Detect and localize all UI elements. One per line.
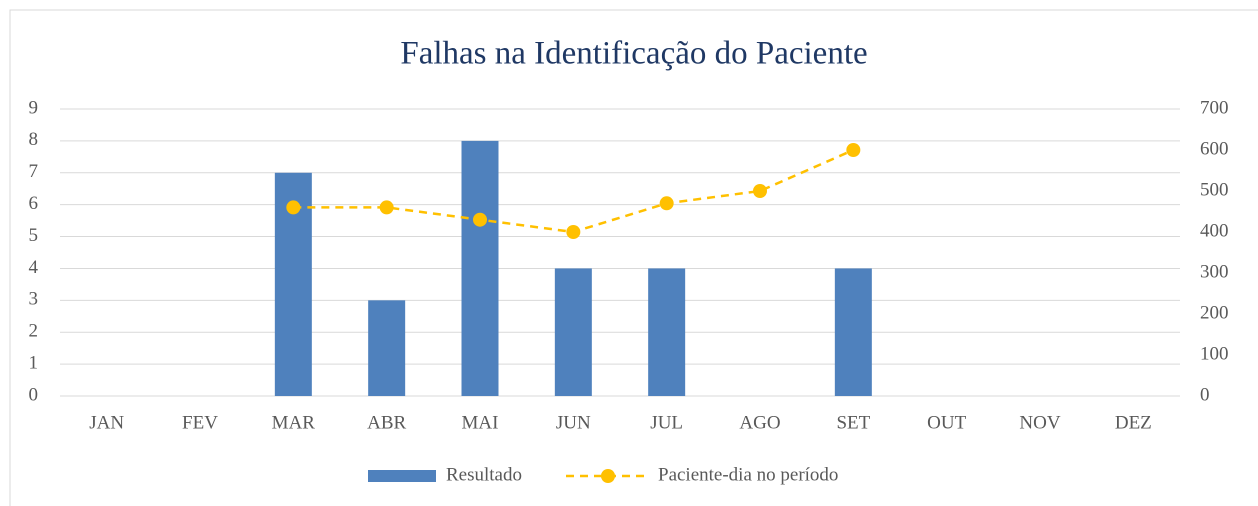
y2-tick-label: 400: [1200, 220, 1229, 241]
x-tick-label: OUT: [927, 412, 966, 433]
bar: [368, 300, 406, 396]
legend-swatch: [368, 470, 436, 482]
x-tick-label: DEZ: [1115, 412, 1152, 433]
x-tick-label: FEV: [182, 412, 218, 433]
y2-tick-label: 200: [1200, 302, 1229, 323]
x-tick-label: JUL: [650, 412, 683, 433]
x-tick-label: AGO: [739, 412, 780, 433]
line-marker: [379, 200, 394, 215]
y2-tick-label: 100: [1200, 343, 1229, 364]
legend-label: Paciente-dia no período: [658, 464, 838, 485]
y-tick-label: 6: [29, 193, 39, 214]
y2-tick-label: 600: [1200, 138, 1229, 159]
y2-tick-label: 0: [1200, 384, 1210, 405]
y-tick-label: 3: [29, 289, 39, 310]
y-tick-label: 7: [29, 161, 39, 182]
x-tick-label: MAR: [272, 412, 316, 433]
y-tick-label: 9: [29, 97, 39, 118]
y2-tick-label: 700: [1200, 97, 1229, 118]
chart-frame: [9, 9, 1258, 506]
line-marker: [473, 212, 487, 227]
legend-marker: [601, 469, 615, 483]
bar: [461, 140, 499, 396]
x-tick-label: JUN: [556, 412, 591, 433]
y-tick-label: 4: [29, 257, 39, 278]
line-marker: [846, 143, 861, 157]
line-marker: [566, 225, 581, 239]
bar: [834, 268, 872, 396]
y-tick-label: 2: [29, 321, 39, 342]
bar: [648, 268, 686, 396]
legend-label: Resultado: [446, 464, 522, 485]
y-tick-label: 8: [29, 129, 39, 150]
chart-title: Falhas na Identificação do Paciente: [400, 36, 867, 72]
x-tick-label: SET: [836, 412, 870, 433]
x-tick-label: MAI: [462, 412, 499, 433]
line: [293, 148, 854, 234]
y-tick-label: 5: [29, 225, 39, 246]
y-tick-label: 1: [29, 352, 39, 373]
line-marker: [286, 200, 301, 215]
x-tick-label: NOV: [1019, 412, 1060, 433]
y2-tick-label: 500: [1200, 179, 1229, 200]
y2-tick-label: 300: [1200, 261, 1229, 282]
line-marker: [659, 196, 674, 211]
line-marker: [753, 184, 767, 198]
bar: [554, 268, 592, 396]
x-tick-label: JAN: [89, 412, 124, 433]
x-tick-label: ABR: [367, 412, 406, 433]
y-tick-label: 0: [29, 384, 39, 405]
